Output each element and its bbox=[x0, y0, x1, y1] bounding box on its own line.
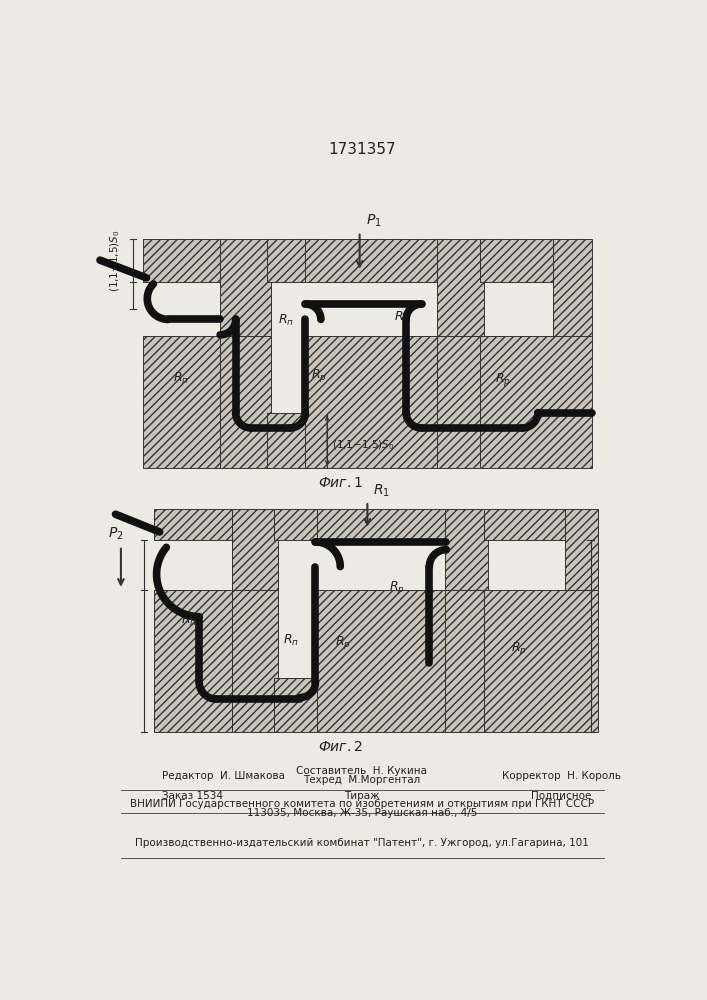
Polygon shape bbox=[267, 413, 309, 468]
Polygon shape bbox=[274, 509, 321, 540]
Text: Заказ 1534: Заказ 1534 bbox=[162, 791, 223, 801]
Polygon shape bbox=[480, 239, 557, 282]
Polygon shape bbox=[437, 336, 484, 468]
Text: $(1{,}1{-}1{,}5)S_0$: $(1{,}1{-}1{,}5)S_0$ bbox=[109, 230, 122, 292]
Text: $Ф и г . 1$: $Ф и г . 1$ bbox=[317, 476, 363, 490]
Text: $R_р$: $R_р$ bbox=[495, 371, 511, 388]
Polygon shape bbox=[232, 509, 279, 590]
Text: $R_р$: $R_р$ bbox=[311, 367, 327, 384]
Text: Тираж: Тираж bbox=[344, 791, 380, 801]
Text: $R_р$: $R_р$ bbox=[389, 579, 404, 596]
Polygon shape bbox=[437, 239, 484, 336]
Polygon shape bbox=[154, 590, 232, 732]
Text: $R_п$: $R_п$ bbox=[278, 313, 294, 328]
Polygon shape bbox=[154, 509, 235, 540]
Text: Корректор  Н. Король: Корректор Н. Король bbox=[502, 771, 621, 781]
Polygon shape bbox=[232, 590, 279, 732]
Text: Производственно-издательский комбинат "Патент", г. Ужгород, ул.Гагарина, 101: Производственно-издательский комбинат "П… bbox=[135, 838, 589, 848]
Text: $R_п$: $R_п$ bbox=[284, 633, 300, 648]
Polygon shape bbox=[445, 509, 488, 590]
Polygon shape bbox=[565, 509, 597, 590]
Text: Подписное: Подписное bbox=[531, 791, 591, 801]
Text: $P_2$: $P_2$ bbox=[107, 526, 123, 542]
Text: Составитель  Н. Кукина: Составитель Н. Кукина bbox=[296, 766, 428, 776]
Polygon shape bbox=[317, 590, 449, 732]
Text: $(1{,}1{-}1{,}5)S_0$: $(1{,}1{-}1{,}5)S_0$ bbox=[332, 438, 395, 452]
Text: 1731357: 1731357 bbox=[328, 142, 396, 157]
Text: $R_р$: $R_р$ bbox=[334, 634, 351, 651]
Polygon shape bbox=[274, 678, 321, 732]
Text: Техред  М.Моргентал: Техред М.Моргентал bbox=[303, 775, 421, 785]
Polygon shape bbox=[484, 590, 597, 732]
Text: $Ф и г . 2$: $Ф и г . 2$ bbox=[318, 740, 363, 754]
Text: $R_1$: $R_1$ bbox=[373, 482, 390, 499]
Polygon shape bbox=[220, 336, 271, 468]
Polygon shape bbox=[480, 336, 592, 468]
Text: $R_п$: $R_п$ bbox=[173, 371, 189, 386]
Text: ВНИИПИ Государственного комитета по изобретениям и открытиям при ГКНТ СССР: ВНИИПИ Государственного комитета по изоб… bbox=[130, 799, 594, 809]
Polygon shape bbox=[445, 590, 488, 732]
Text: 113035, Москва, Ж-35, Раушская наб., 4/5: 113035, Москва, Ж-35, Раушская наб., 4/5 bbox=[247, 808, 477, 818]
Text: $R_р$: $R_р$ bbox=[395, 309, 410, 326]
Polygon shape bbox=[220, 239, 271, 336]
Polygon shape bbox=[143, 239, 224, 282]
Polygon shape bbox=[305, 336, 441, 468]
Polygon shape bbox=[143, 336, 220, 468]
Polygon shape bbox=[484, 509, 569, 540]
Text: $R_р$: $R_р$ bbox=[510, 640, 527, 657]
Polygon shape bbox=[317, 509, 449, 540]
Polygon shape bbox=[554, 239, 592, 336]
Text: Редактор  И. Шмакова: Редактор И. Шмакова bbox=[162, 771, 285, 781]
Polygon shape bbox=[267, 239, 309, 282]
Polygon shape bbox=[305, 239, 441, 282]
Text: $R_п$: $R_п$ bbox=[181, 613, 197, 628]
Text: $P_1$: $P_1$ bbox=[366, 213, 382, 229]
